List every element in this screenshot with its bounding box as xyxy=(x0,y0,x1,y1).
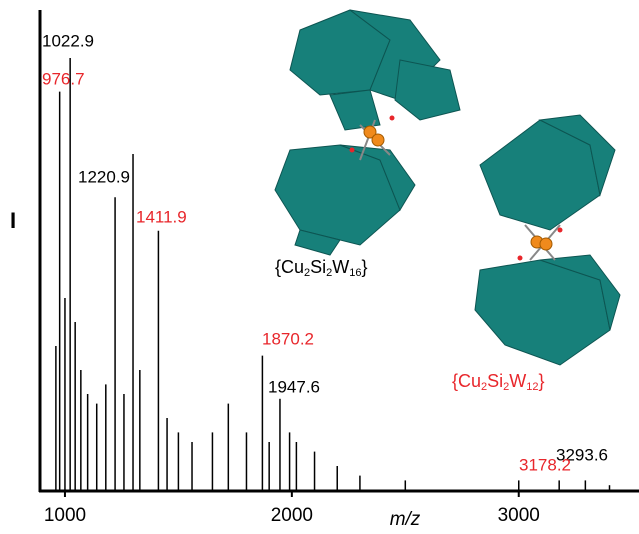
y-axis-label: I xyxy=(10,208,16,233)
peak-label: 3178.2 xyxy=(519,455,571,474)
peak-label: 1022.9 xyxy=(42,31,94,50)
peak-label: 1947.6 xyxy=(268,377,320,396)
formula-part: } xyxy=(539,371,545,391)
x-tick-label: 1000 xyxy=(44,505,86,526)
peak-label: 1870.2 xyxy=(262,329,314,348)
x-tick-label: 2000 xyxy=(271,505,313,526)
structure-label: {Cu2Si2W12} xyxy=(452,371,545,393)
subscript: 16 xyxy=(349,267,361,279)
subscript: 12 xyxy=(526,381,538,393)
structure-lower xyxy=(475,115,620,365)
formula-part: W xyxy=(509,371,526,391)
formula-part: {Cu xyxy=(452,371,481,391)
formula-part: W xyxy=(332,257,349,277)
formula-part: } xyxy=(362,257,368,277)
structure-label: {Cu2Si2W16} xyxy=(275,257,368,279)
formula-part: Si xyxy=(310,257,326,277)
x-tick-label: 3000 xyxy=(498,505,540,526)
peak-label: 1220.9 xyxy=(78,167,130,186)
formula-part: Si xyxy=(487,371,503,391)
chart: I m/z 1000 2000 3000 1022.9 976.7 1220.9 1411.… xyxy=(0,0,639,534)
x-axis-label: m/z xyxy=(390,509,421,530)
formula-part: {Cu xyxy=(275,257,304,277)
peak-label: 976.7 xyxy=(42,69,85,88)
structure-upper xyxy=(275,10,460,255)
peak-label: 1411.9 xyxy=(136,207,187,226)
